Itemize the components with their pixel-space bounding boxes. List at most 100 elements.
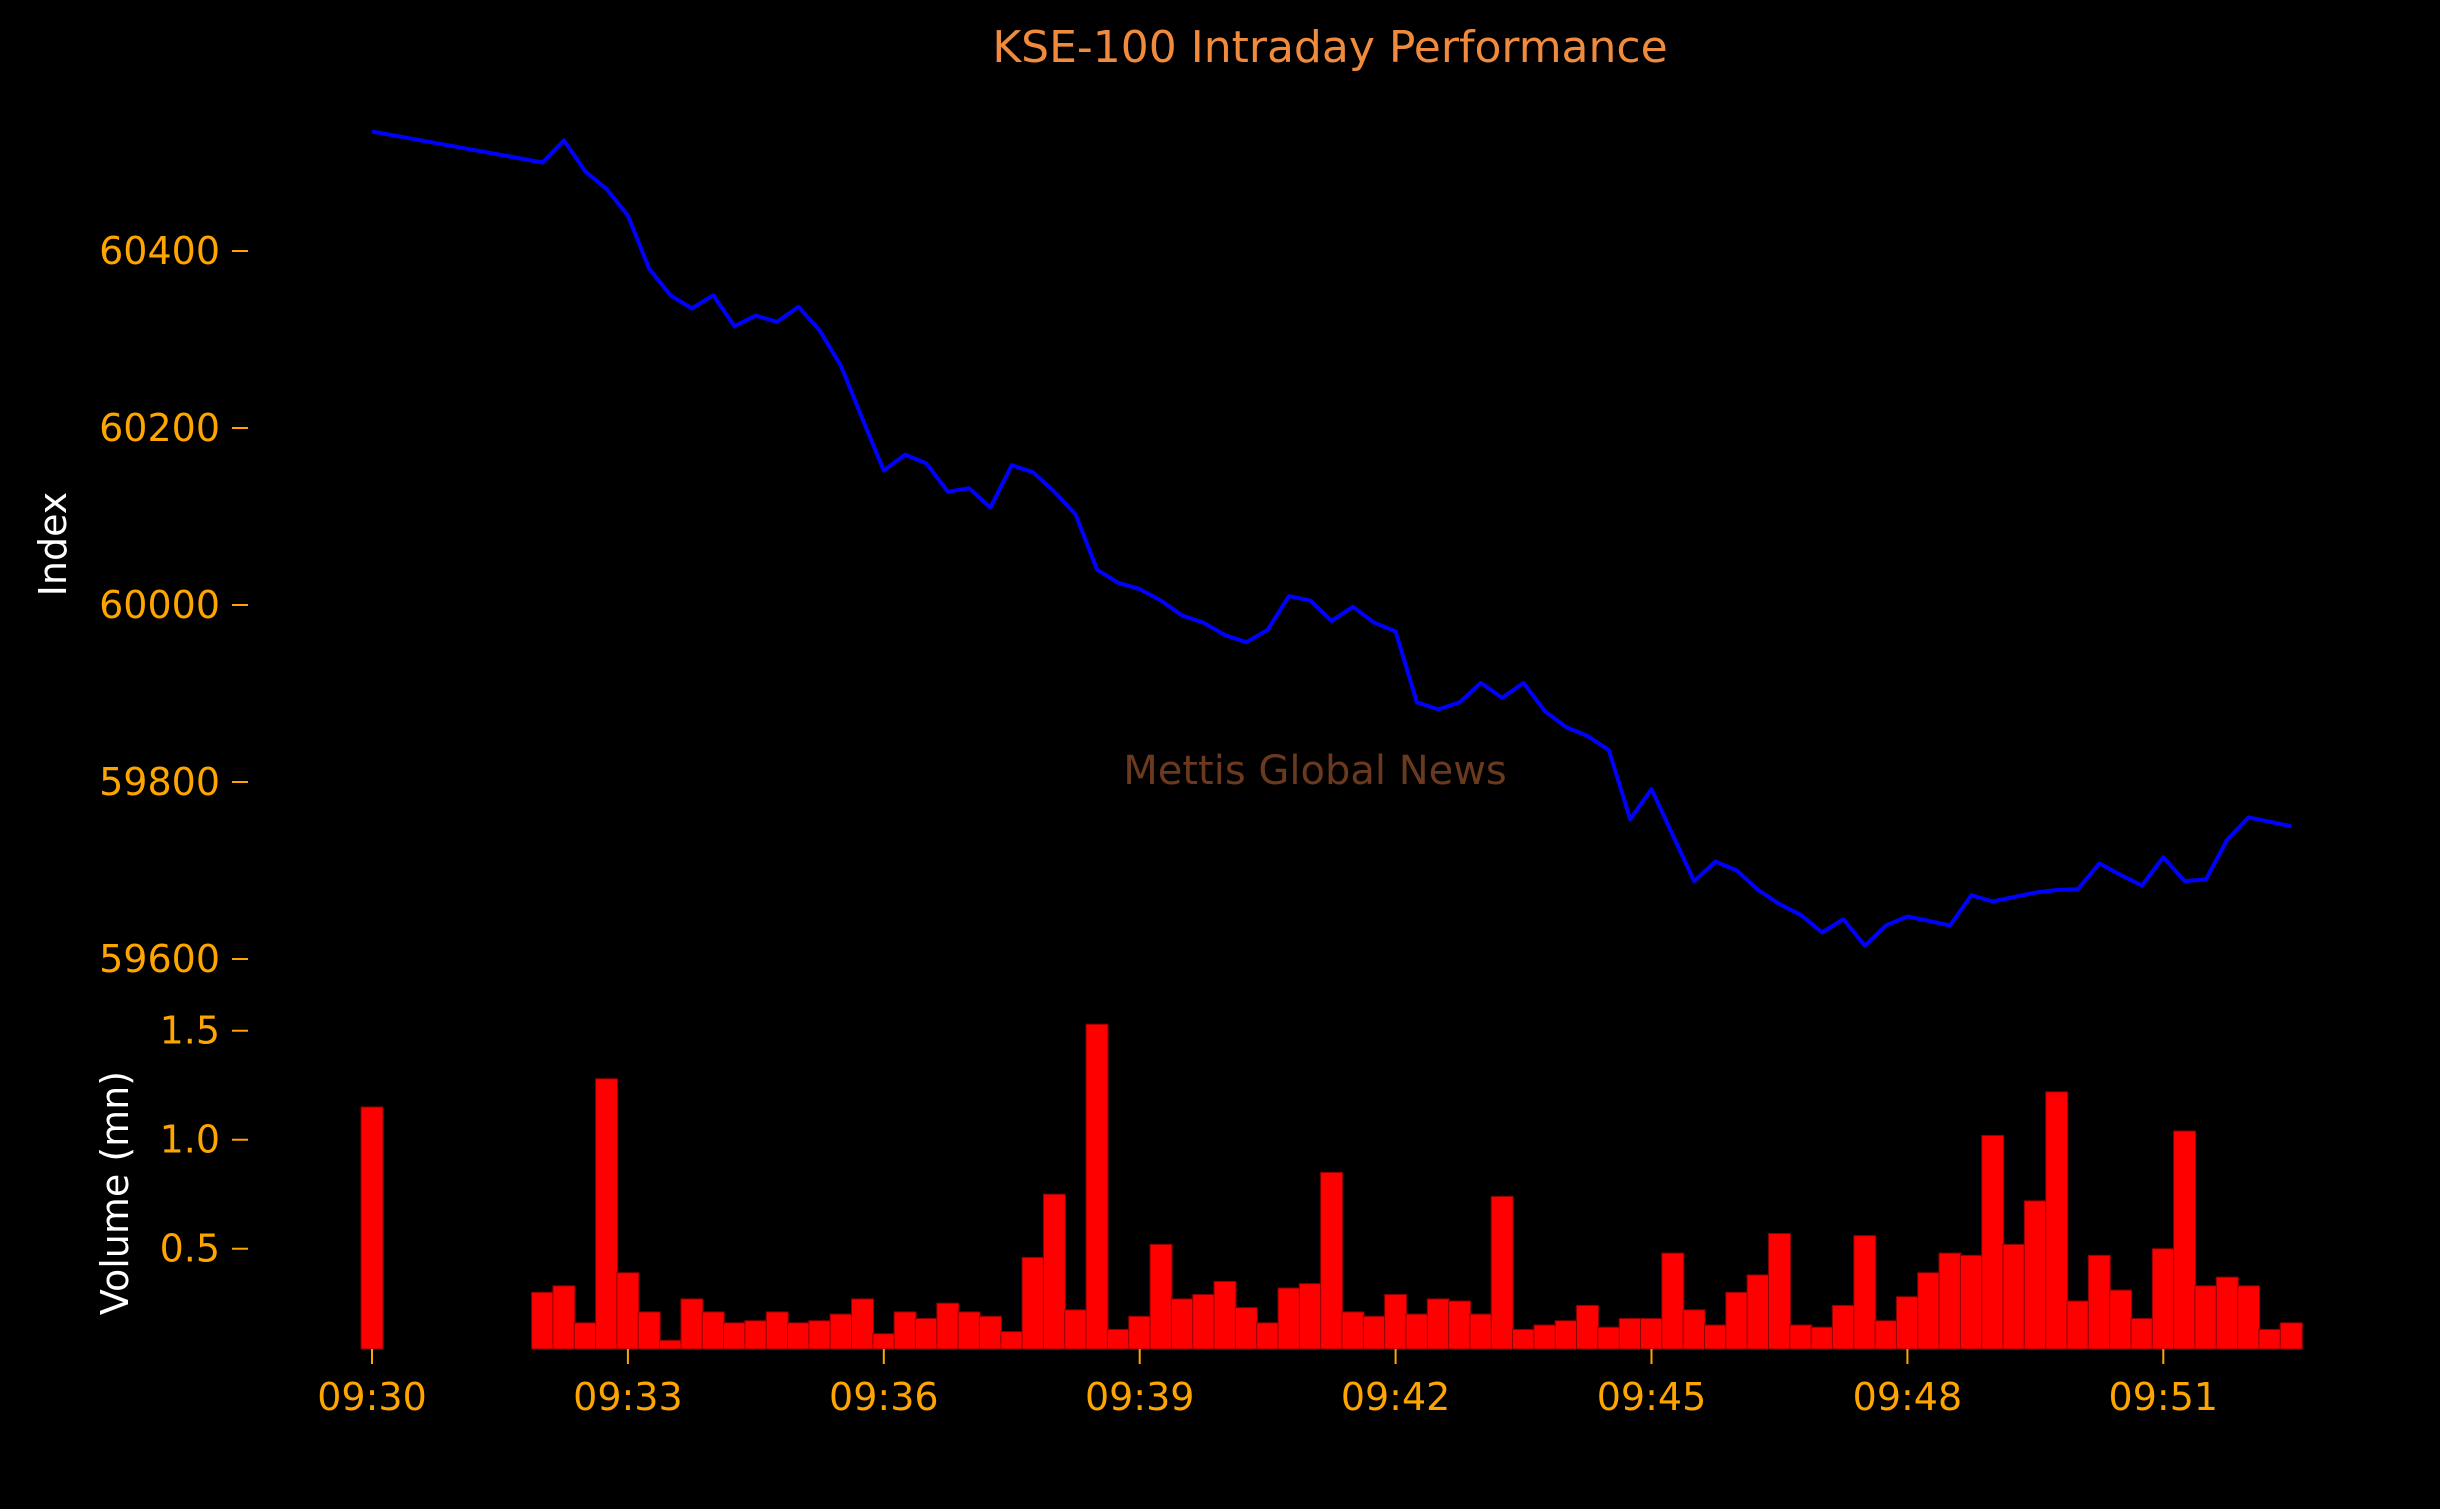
volume-bar [1810, 1326, 1834, 1350]
volume-bar [1064, 1309, 1088, 1350]
volume-bar [1981, 1134, 2005, 1350]
volume-bar [1789, 1324, 1813, 1350]
volume-bar [1213, 1280, 1237, 1350]
volume-bar [1597, 1326, 1621, 1350]
volume-bar [765, 1311, 789, 1350]
volume-bar [1426, 1298, 1450, 1350]
volume-bar [2173, 1130, 2197, 1350]
volume-bar [1533, 1324, 1557, 1350]
volume-y-axis: 0.5 1.0 1.5 [160, 1009, 248, 1271]
volume-bar [1746, 1274, 1770, 1350]
volume-bar [1000, 1331, 1024, 1350]
volume-bar [1234, 1307, 1258, 1350]
volume-axis-label: Volume (mn) [93, 1071, 137, 1315]
volume-bar [2002, 1243, 2026, 1350]
volume-bar [1341, 1311, 1365, 1350]
volume-bar [1874, 1320, 1898, 1350]
x-tick-label: 09:33 [573, 1375, 683, 1419]
volume-bar [1405, 1313, 1429, 1350]
volume-bar [1085, 1023, 1109, 1350]
volume-bar [2109, 1289, 2133, 1350]
volume-bar [829, 1313, 853, 1350]
volume-bar [1938, 1252, 1962, 1350]
volume-bar [2023, 1200, 2047, 1350]
volume-bar [1959, 1254, 1983, 1350]
volume-bar [744, 1320, 768, 1350]
index-y-tick-label: 60000 [99, 583, 220, 627]
volume-bar [2045, 1091, 2069, 1350]
volume-bar [659, 1339, 682, 1350]
volume-bar [1831, 1304, 1855, 1350]
index-y-tick-label: 59800 [99, 760, 220, 804]
volume-bar [872, 1333, 896, 1350]
volume-bar [1320, 1171, 1344, 1350]
volume-bar [1853, 1235, 1877, 1350]
volume-bar [1682, 1309, 1706, 1350]
time-x-axis: 09:30 09:33 09:36 09:39 09:42 09:45 09:48 09:51 [317, 1349, 2218, 1419]
x-tick-label: 09:39 [1085, 1375, 1195, 1419]
x-tick-label: 09:30 [317, 1375, 427, 1419]
volume-bar [1298, 1283, 1322, 1350]
volume-bar [893, 1311, 917, 1350]
volume-bar [808, 1320, 832, 1350]
index-line [371, 129, 2292, 948]
x-tick-label: 09:51 [2109, 1375, 2219, 1419]
volume-bar [1192, 1294, 1216, 1350]
chart-title: KSE-100 Intraday Performance [992, 22, 1667, 73]
index-y-tick-label: 59600 [99, 937, 220, 981]
volume-bar [1170, 1298, 1194, 1350]
volume-bar [1042, 1193, 1066, 1350]
volume-bar [1469, 1313, 1493, 1350]
volume-bar [1384, 1294, 1408, 1350]
volume-bar [1106, 1328, 1130, 1350]
volume-bar [787, 1322, 810, 1350]
volume-bar [1277, 1287, 1301, 1350]
volume-bar [637, 1311, 661, 1350]
volume-bar [1362, 1315, 1386, 1350]
volume-bar [2194, 1285, 2218, 1350]
volume-bar [2215, 1276, 2239, 1350]
volume-bar [680, 1298, 704, 1350]
volume-y-tick-label: 1.0 [160, 1118, 220, 1162]
volume-bar [723, 1322, 746, 1350]
x-tick-label: 09:48 [1853, 1375, 1963, 1419]
volume-bar [1725, 1291, 1749, 1350]
index-y-tick-label: 60200 [99, 406, 220, 450]
volume-bar [978, 1315, 1002, 1350]
x-tick-label: 09:36 [829, 1375, 939, 1419]
x-tick-label: 09:45 [1597, 1375, 1707, 1419]
volume-bar [957, 1311, 981, 1350]
volume-bar [914, 1318, 938, 1350]
volume-bar [573, 1322, 597, 1350]
volume-bar [1021, 1256, 1045, 1350]
volume-bar [1256, 1322, 1280, 1350]
volume-bar [1576, 1304, 1599, 1350]
volume-bar [1512, 1328, 1535, 1350]
volume-bar [1704, 1324, 1727, 1350]
volume-bar [1448, 1300, 1472, 1350]
volume-bar [2258, 1328, 2282, 1350]
volume-bar [1128, 1315, 1152, 1350]
volume-bar [1895, 1296, 1919, 1350]
index-y-axis: 59600 59800 60000 60200 60400 [99, 229, 248, 981]
volume-bar [1149, 1243, 1173, 1350]
volume-bar [2130, 1318, 2154, 1350]
volume-bar [1661, 1252, 1685, 1350]
volume-bar [936, 1302, 960, 1350]
volume-y-tick-label: 0.5 [160, 1227, 220, 1271]
watermark: Mettis Global News [1123, 748, 1507, 794]
volume-bar [552, 1285, 576, 1350]
volume-bar [2237, 1285, 2261, 1350]
index-line-group [371, 129, 2292, 948]
volume-bar [2087, 1254, 2111, 1350]
volume-bar [2279, 1322, 2303, 1350]
volume-bar [1618, 1318, 1642, 1350]
volume-bar [1490, 1195, 1514, 1350]
volume-bar [1554, 1320, 1578, 1350]
volume-y-tick-label: 1.5 [160, 1009, 220, 1053]
volume-bar [2066, 1300, 2090, 1350]
volume-bar [616, 1272, 640, 1350]
volume-bar [1640, 1318, 1663, 1350]
index-y-tick-label: 60400 [99, 229, 220, 273]
